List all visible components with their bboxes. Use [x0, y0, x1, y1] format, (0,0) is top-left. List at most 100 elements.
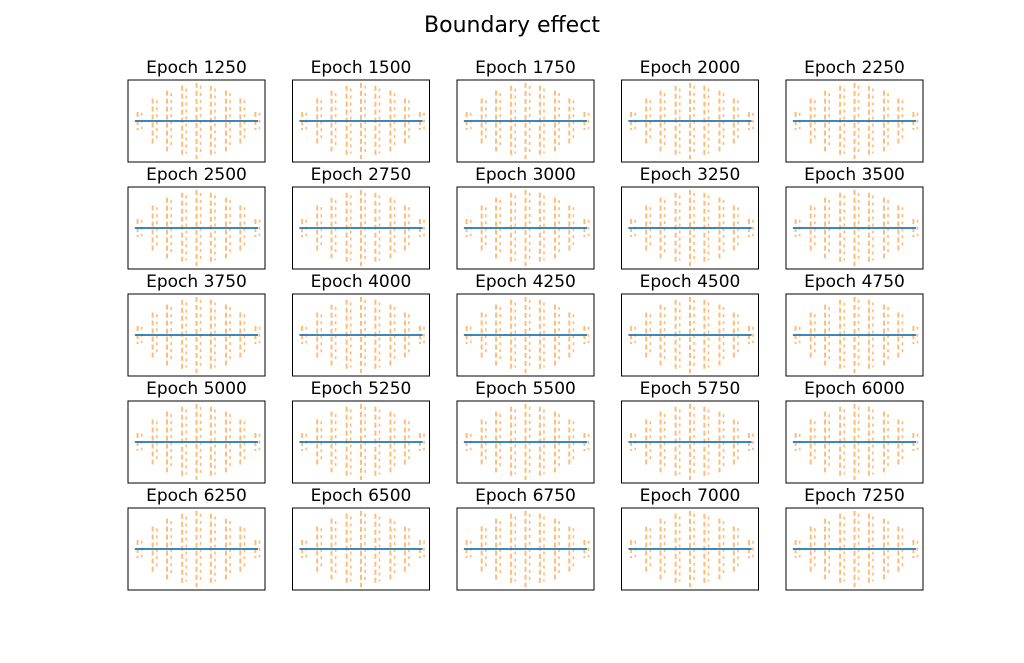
plot-area [134, 189, 261, 267]
axes-frame [292, 186, 430, 270]
panel: Epoch 3000 [456, 165, 595, 270]
panel-title: Epoch 6750 [475, 486, 576, 506]
plot-area [628, 403, 754, 481]
axes-frame [621, 400, 759, 484]
axes-frame [127, 79, 266, 163]
axes-frame [127, 293, 266, 377]
panel: Epoch 2000 [621, 58, 759, 163]
plot-area [134, 82, 261, 160]
plot-area [628, 82, 754, 160]
panel-title: Epoch 1500 [311, 58, 412, 78]
panel-title: Epoch 6000 [804, 379, 905, 399]
panel: Epoch 5250 [292, 379, 430, 484]
panel-title: Epoch 4000 [311, 272, 412, 292]
panel: Epoch 5750 [621, 379, 759, 484]
panel-title: Epoch 4250 [475, 272, 576, 292]
panel-title: Epoch 2750 [311, 165, 412, 185]
panel-title: Epoch 7000 [640, 486, 741, 506]
plot-area [134, 296, 261, 374]
panel: Epoch 7000 [621, 486, 759, 591]
axes-frame [292, 400, 430, 484]
panel-title: Epoch 3250 [640, 165, 741, 185]
panel-title: Epoch 1750 [475, 58, 576, 78]
axes-frame [621, 507, 759, 591]
axes-frame [456, 400, 595, 484]
panel: Epoch 4500 [621, 272, 759, 377]
plot-area [463, 510, 590, 588]
plot-area [299, 296, 425, 374]
axes-frame [456, 186, 595, 270]
panel: Epoch 6500 [292, 486, 430, 591]
figure-title: Boundary effect [424, 13, 600, 38]
axes-frame [621, 79, 759, 163]
panel: Epoch 3500 [785, 165, 924, 270]
axes-frame [456, 293, 595, 377]
panel: Epoch 2500 [127, 165, 266, 270]
plot-area [792, 403, 919, 481]
axes-frame [127, 400, 266, 484]
panel-title: Epoch 4500 [640, 272, 741, 292]
panel-title: Epoch 2250 [804, 58, 905, 78]
axes-frame [785, 186, 924, 270]
panel: Epoch 1750 [456, 58, 595, 163]
plot-area [463, 189, 590, 267]
axes-frame [785, 293, 924, 377]
axes-frame [292, 507, 430, 591]
panel-title: Epoch 6500 [311, 486, 412, 506]
panel: Epoch 5000 [127, 379, 266, 484]
plot-area [463, 82, 590, 160]
axes-frame [127, 186, 266, 270]
plot-area [134, 403, 261, 481]
plot-area [299, 510, 425, 588]
plot-area [299, 82, 425, 160]
plot-area [792, 189, 919, 267]
panel-title: Epoch 1250 [146, 58, 247, 78]
panel: Epoch 1250 [127, 58, 266, 163]
panel: Epoch 4250 [456, 272, 595, 377]
axes-frame [785, 79, 924, 163]
axes-frame [621, 186, 759, 270]
panel: Epoch 6750 [456, 486, 595, 591]
plot-area [792, 82, 919, 160]
panel: Epoch 3250 [621, 165, 759, 270]
panel-title: Epoch 3000 [475, 165, 576, 185]
panel: Epoch 2250 [785, 58, 924, 163]
axes-frame [292, 293, 430, 377]
axes-frame [785, 400, 924, 484]
panel-title: Epoch 7250 [804, 486, 905, 506]
panel: Epoch 6000 [785, 379, 924, 484]
plot-area [628, 189, 754, 267]
plot-area [792, 296, 919, 374]
panel-title: Epoch 2500 [146, 165, 247, 185]
panel-title: Epoch 6250 [146, 486, 247, 506]
panel-title: Epoch 5250 [311, 379, 412, 399]
panel-title: Epoch 5500 [475, 379, 576, 399]
plot-area [628, 510, 754, 588]
plot-area [134, 510, 261, 588]
panel: Epoch 5500 [456, 379, 595, 484]
axes-frame [785, 507, 924, 591]
panel-title: Epoch 2000 [640, 58, 741, 78]
plot-area [299, 403, 425, 481]
panel-grid: Epoch 1250 Epoch 1500 Epoch 1750 Epoch 2000… [127, 58, 924, 591]
panel-title: Epoch 5750 [640, 379, 741, 399]
axes-frame [456, 79, 595, 163]
plot-area [628, 296, 754, 374]
plot-area [299, 189, 425, 267]
panel-title: Epoch 4750 [804, 272, 905, 292]
axes-frame [292, 79, 430, 163]
plot-area [463, 296, 590, 374]
panel: Epoch 7250 [785, 486, 924, 591]
panel: Epoch 4750 [785, 272, 924, 377]
panel: Epoch 4000 [292, 272, 430, 377]
plot-area [463, 403, 590, 481]
axes-frame [456, 507, 595, 591]
panel: Epoch 2750 [292, 165, 430, 270]
panel: Epoch 6250 [127, 486, 266, 591]
panel-title: Epoch 3500 [804, 165, 905, 185]
panel-title: Epoch 3750 [146, 272, 247, 292]
plot-area [792, 510, 919, 588]
axes-frame [621, 293, 759, 377]
axes-frame [127, 507, 266, 591]
